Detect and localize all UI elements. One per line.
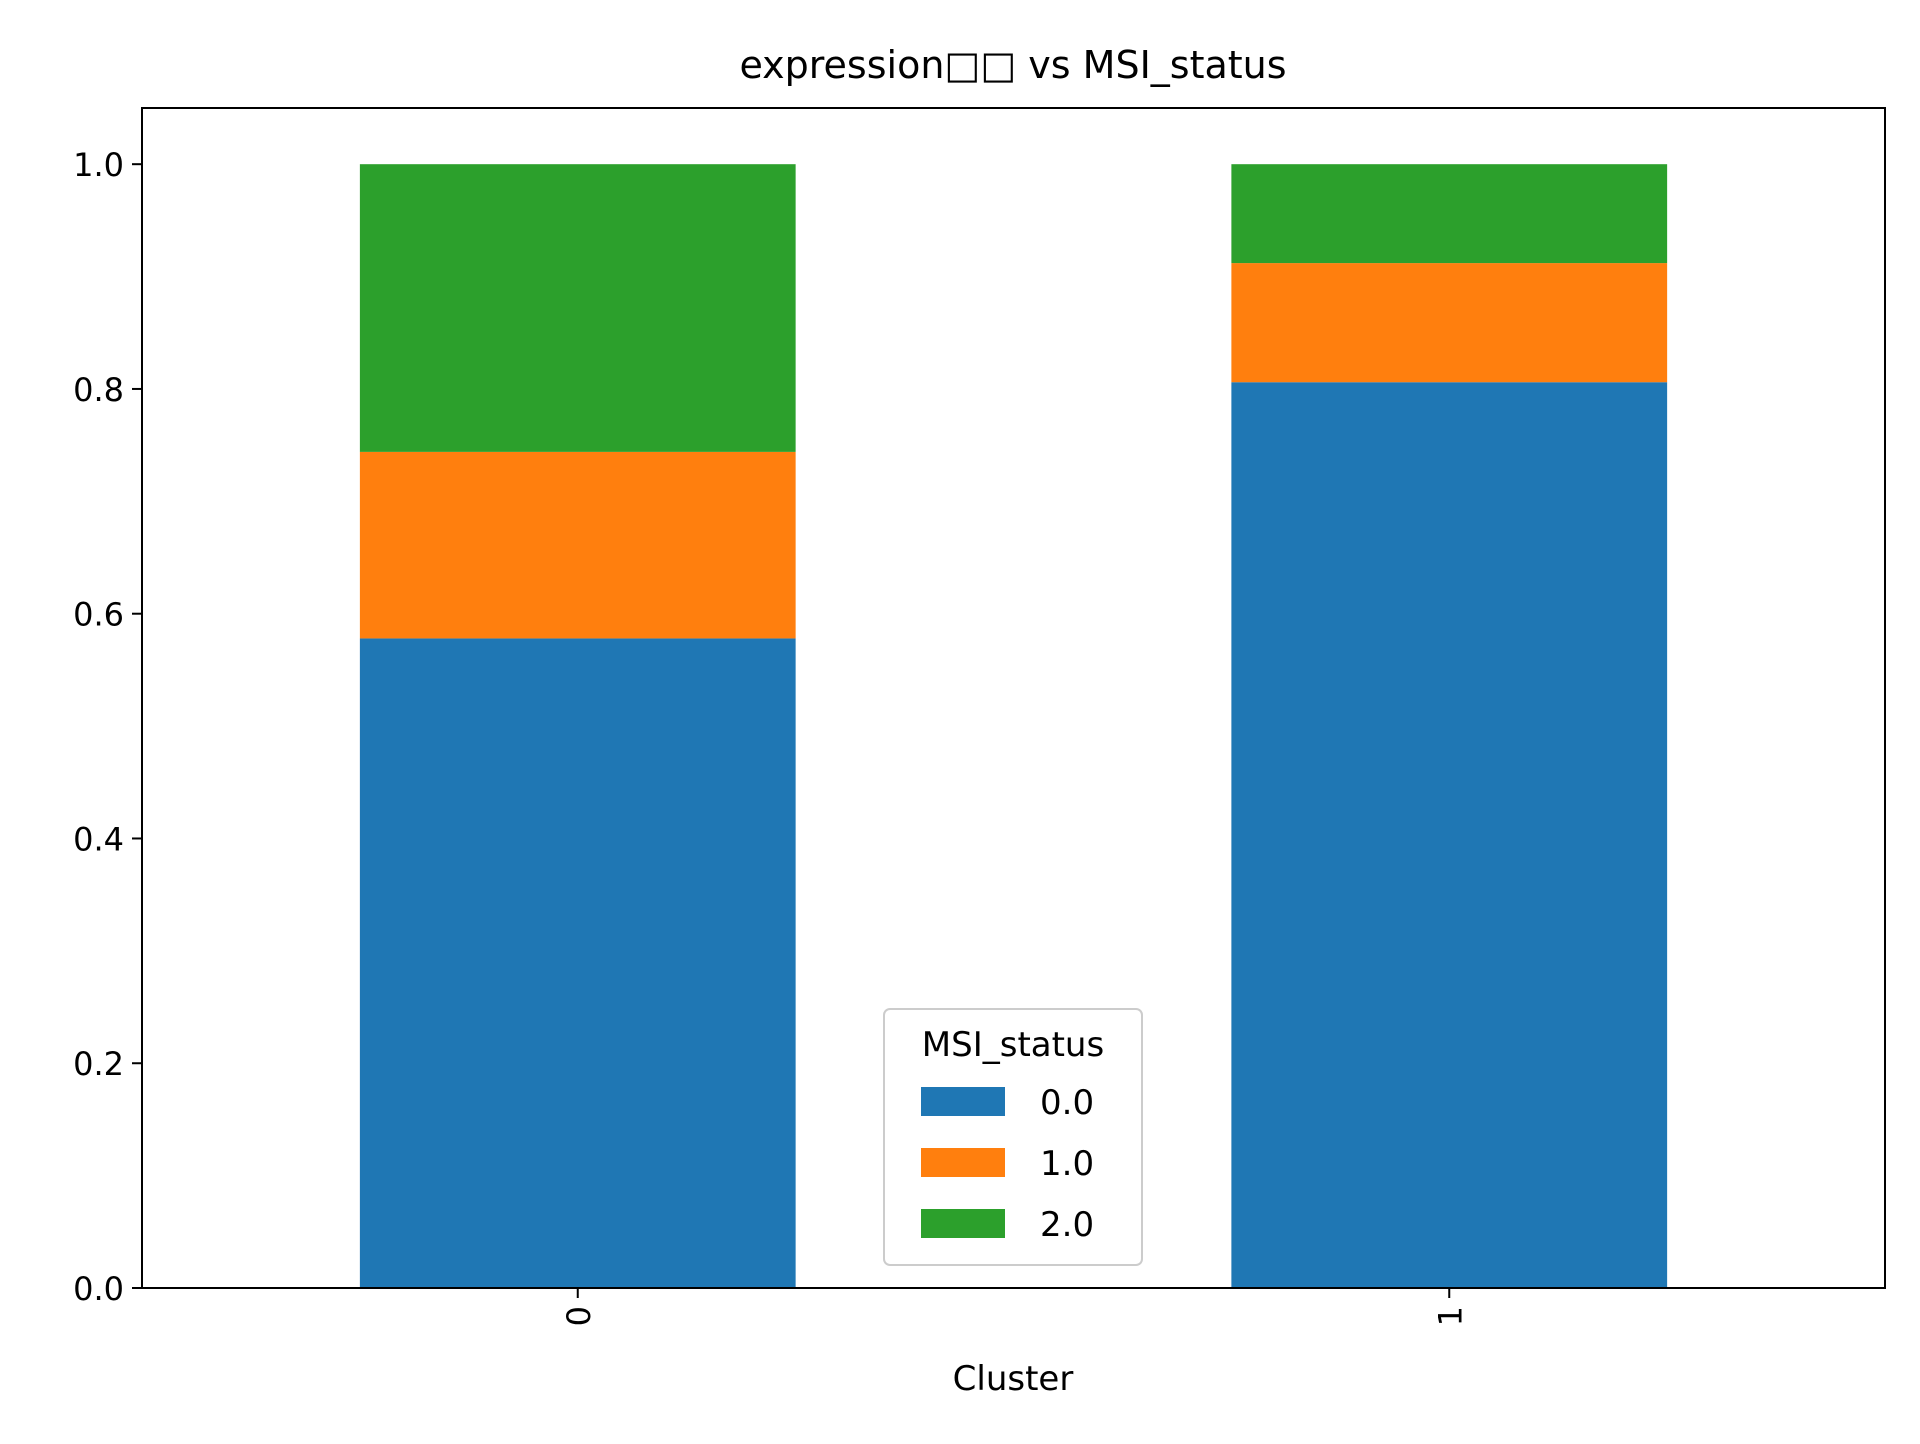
bar-cluster-0-msi-2-0 [359,164,796,452]
legend-label-0-0: 0.0 [1040,1083,1094,1123]
legend-swatch-0-0 [921,1087,1005,1116]
y-tick-label: 0.8 [73,371,124,409]
y-tick-label: 0.0 [73,1270,124,1308]
y-tick-label: 0.4 [73,820,124,858]
bar-cluster-1-msi-2-0 [1231,164,1668,264]
bar-cluster-0-msi-0-0 [359,638,796,1288]
x-tick-label: 1 [1431,1306,1469,1326]
bar-cluster-1-msi-1-0 [1231,263,1668,383]
plot-frame [141,107,1886,1289]
y-axis: 0.0 0.2 0.4 0.6 0.8 1.0 [73,146,142,1308]
y-tick-label: 0.6 [73,596,124,634]
legend: MSI_status 0.0 1.0 2.0 [883,1008,1143,1266]
legend-frame [883,1008,1143,1266]
bar-cluster-1-msi-0-0 [1231,382,1668,1289]
bars-layer [359,164,1668,1289]
x-tick-label: 0 [560,1306,598,1326]
legend-swatch-2-0 [921,1209,1005,1238]
y-tick-label: 1.0 [73,146,124,184]
legend-swatch-1-0 [921,1148,1005,1177]
legend-label-1-0: 1.0 [1040,1144,1094,1184]
y-tick-label: 0.2 [73,1045,124,1083]
legend-label-2-0: 2.0 [1040,1205,1094,1245]
legend-entries: 0.0 1.0 2.0 [921,1083,1094,1245]
chart-title: expression□□ vs MSI_status [739,43,1286,87]
x-axis-label: Cluster [953,1359,1074,1399]
legend-title: MSI_status [922,1025,1104,1065]
bar-cluster-0-msi-1-0 [359,451,796,639]
